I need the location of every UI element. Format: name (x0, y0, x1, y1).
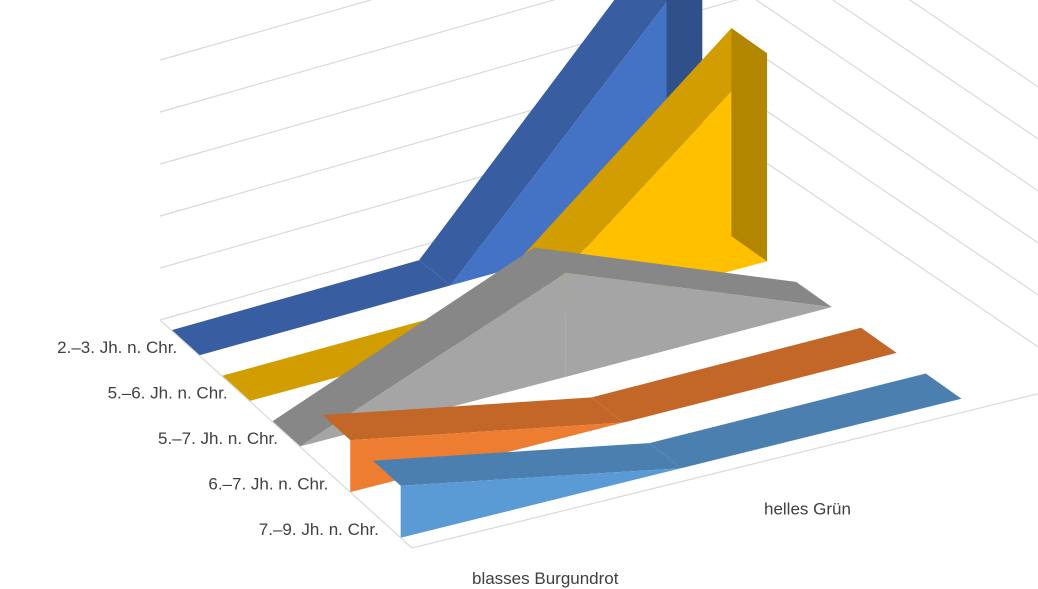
series-ribbons (171, 0, 962, 538)
ribbon-end (731, 28, 768, 262)
series-ribbon (372, 373, 962, 538)
x-category-label: helles Grün (764, 500, 851, 519)
ribbon-top (272, 247, 566, 447)
series-label: 6.‒7. Jh. n. Chr. (208, 475, 328, 494)
ribbon-top (591, 327, 897, 423)
series-label: 5.‒7. Jh. n. Chr. (158, 429, 278, 448)
ribbon-top (418, 0, 669, 286)
ribbon-top (322, 397, 624, 441)
x-category-label: blasses Burgundrot (472, 569, 619, 588)
ribbon-front (565, 272, 832, 377)
gridline (159, 0, 1038, 192)
ribbon-front (199, 285, 451, 356)
ribbon-front (299, 272, 566, 447)
gridline (159, 0, 1038, 88)
floor-edge (159, 319, 1038, 549)
series-label: 7.‒9. Jh. n. Chr. (259, 520, 379, 539)
series-ribbon (272, 247, 832, 447)
series-label: 5.‒6. Jh. n. Chr. (108, 383, 228, 402)
axes (159, 319, 1038, 549)
gridline (159, 0, 1038, 140)
series-label: 2.‒3. Jh. n. Chr. (57, 338, 177, 357)
ribbon-top (372, 443, 682, 486)
ribbon-top (649, 373, 962, 469)
ribbon-front (400, 468, 682, 538)
ribbon-top (534, 247, 832, 308)
ribbon-top (171, 260, 451, 356)
